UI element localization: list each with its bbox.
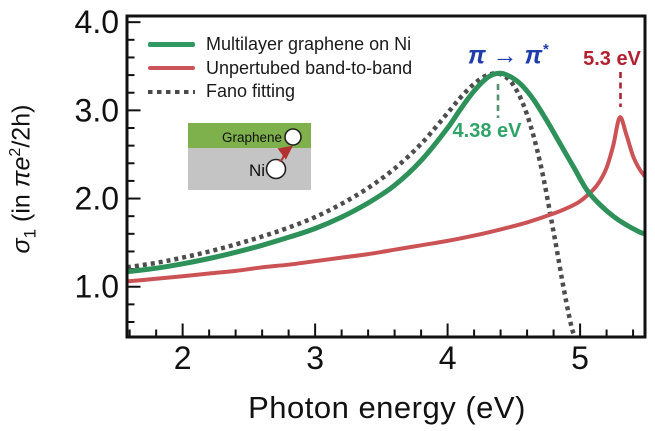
graphene-site-circle-icon (284, 128, 302, 146)
y-tick-label: 2.0 (75, 181, 119, 217)
curve-fano-fitting (127, 71, 579, 337)
ni-site-circle-icon (265, 158, 287, 180)
curve-multilayer-graphene (127, 70, 645, 275)
legend-label: Fano fitting (206, 81, 296, 102)
data-curves (127, 70, 645, 337)
legend-swatch-green-line (148, 42, 195, 48)
electron-transfer-arrow-icon (277, 145, 293, 163)
legend-swatch-red-line (148, 66, 195, 71)
inset-graphene-label: Graphene (222, 130, 282, 145)
plot-frame (125, 14, 647, 339)
legend-item-fano: Fano fitting (148, 80, 412, 104)
y-tick-label: 1.0 (75, 269, 119, 305)
legend-swatch-dashed-line (148, 89, 195, 94)
inset-schematic: Graphene Ni (188, 123, 311, 190)
curve-band-to-band (127, 115, 645, 284)
legend-item-band-to-band: Unpertubed band-to-band (148, 57, 412, 81)
legend-label: Unpertubed band-to-band (206, 57, 413, 78)
annotation-pi-transition: π → π* (467, 41, 549, 70)
axis-ticks: 2 3 4 5 1.0 2.0 3.0 4.0 (75, 4, 635, 376)
legend: Multilayer graphene on Ni Unpertubed ban… (148, 33, 412, 104)
x-tick-label: 3 (306, 340, 324, 376)
y-tick-label: 3.0 (75, 92, 119, 128)
annotation-red-peak-energy: 5.3 eV (583, 48, 641, 70)
y-tick-label: 4.0 (75, 4, 119, 40)
y-axis-title: σ1 (in πe2/2h) (7, 104, 40, 254)
legend-item-graphene: Multilayer graphene on Ni (148, 33, 412, 57)
annotation-green-peak-energy: 4.38 eV (452, 120, 522, 142)
inset-ni-label: Ni (249, 161, 265, 180)
legend-label: Multilayer graphene on Ni (206, 34, 412, 55)
x-tick-label: 4 (439, 340, 457, 376)
x-tick-label: 2 (174, 340, 192, 376)
x-tick-label: 5 (571, 340, 589, 376)
x-axis-title: Photon energy (eV) (248, 390, 526, 425)
